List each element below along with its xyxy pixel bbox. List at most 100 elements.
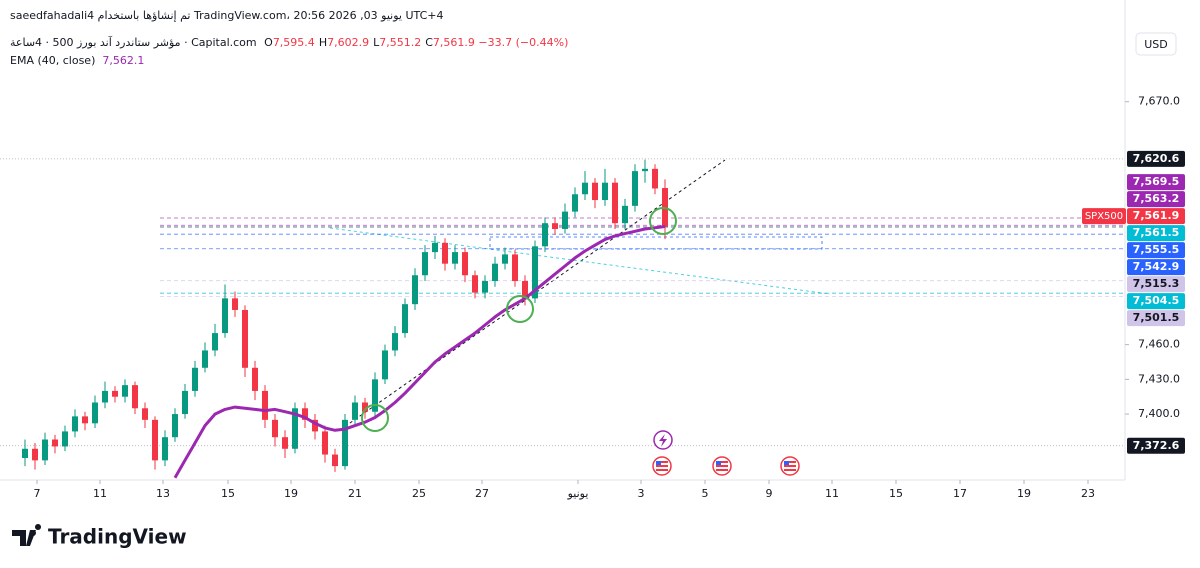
price-badge-label: 7,372.6 — [1133, 439, 1180, 452]
ohlc-key: C — [425, 36, 433, 49]
highlight-circle — [649, 207, 677, 235]
x-tick-label: 9 — [766, 487, 773, 500]
currency-button[interactable] — [1135, 32, 1177, 56]
symbol: مؤشر ستاندرد آند بورز 500 · 4ساعة · Capi… — [10, 36, 257, 49]
price-badge-label: 7,620.6 — [1133, 152, 1180, 165]
x-tick-label: 15 — [889, 487, 903, 500]
flag-icon — [652, 456, 672, 476]
ema-line — [173, 225, 666, 479]
candle-body — [32, 448, 38, 461]
marks — [0, 158, 1125, 479]
candle-body — [592, 182, 598, 201]
price-badge — [1127, 242, 1185, 259]
candle-body — [302, 408, 308, 420]
candle-body — [402, 304, 408, 334]
flag-icon — [780, 456, 800, 476]
candle-body — [392, 333, 398, 351]
candle-body — [562, 211, 568, 229]
candle-body — [272, 419, 278, 438]
x-tick-label: 7 — [34, 487, 41, 500]
candle-body — [432, 242, 438, 253]
x-tick-label: 5 — [702, 487, 709, 500]
ohlc: O7,595.4 H7,602.9 L7,551.2 C7,561.9 — [260, 36, 475, 49]
lightning — [659, 434, 667, 447]
candle-body — [142, 408, 148, 420]
price-badge — [1127, 276, 1185, 293]
candle-body — [312, 419, 318, 432]
candle-body — [622, 205, 628, 224]
watermark: saeedfahadali4 تم إنشاؤها باستخدام Tradi… — [10, 9, 444, 22]
candle-body — [332, 454, 338, 467]
x-tick-label: 15 — [221, 487, 235, 500]
candle-body — [602, 182, 608, 201]
x-tick-label: يونيو — [567, 487, 589, 500]
price-badge-label: 7,542.9 — [1133, 260, 1180, 273]
symbol-badge — [1082, 208, 1126, 225]
price-badge — [1127, 259, 1185, 276]
price-badge — [1127, 174, 1185, 191]
symbol-line: مؤشر ستاندرد آند بورز 500 · 4ساعة · Capi… — [10, 36, 568, 49]
candle-body — [372, 379, 378, 412]
logo-text: TradingView — [48, 525, 187, 549]
y-tick-label: 7,460.0 — [1138, 338, 1180, 351]
candle-body — [222, 298, 228, 334]
symbol-badge-label: SPX500 — [1085, 211, 1123, 222]
y-tick-label: 7,670.0 — [1138, 95, 1180, 108]
x-tick-label: 3 — [638, 487, 645, 500]
candle-body — [62, 431, 68, 447]
x-tick-label: 25 — [412, 487, 426, 500]
ohlc-value: 7,551.2 — [379, 36, 422, 49]
candle-body — [502, 254, 508, 264]
candle-body — [452, 252, 458, 264]
candle-body — [112, 390, 118, 397]
candle-body — [552, 223, 558, 229]
candle-body — [252, 367, 258, 391]
candle-body — [152, 419, 158, 461]
candle-body — [122, 385, 128, 397]
candle-body — [82, 416, 88, 424]
x-tick-label: 23 — [1081, 487, 1095, 500]
candle-body — [292, 408, 298, 449]
ohlc-key: H — [318, 36, 328, 49]
x-tick-label: 19 — [284, 487, 298, 500]
candle-body — [612, 182, 618, 224]
candle-body — [412, 275, 418, 305]
candle-body — [442, 242, 448, 264]
price-badge — [1127, 225, 1185, 242]
ema-legend: EMA (40, close) 7,562.1 — [10, 54, 144, 67]
candle-body — [232, 298, 238, 310]
candle-body — [342, 419, 348, 467]
y-tick-label: 7,430.0 — [1138, 372, 1180, 385]
candle-body — [382, 350, 388, 380]
candle-body — [322, 431, 328, 455]
price-badge — [1127, 150, 1185, 167]
candle-body — [422, 252, 428, 276]
highlight-circle — [361, 404, 389, 432]
x-tick-label: 27 — [475, 487, 489, 500]
trend-line — [329, 227, 831, 295]
candle-body — [582, 182, 588, 195]
x-tick-label: 11 — [825, 487, 839, 500]
candle-body — [242, 309, 248, 368]
price-badge — [1127, 191, 1185, 208]
candle-body — [102, 390, 108, 403]
candle-body — [482, 281, 488, 293]
candle-body — [492, 263, 498, 282]
x-tick-label: 11 — [93, 487, 107, 500]
event-icons — [652, 430, 800, 476]
candle-body — [162, 437, 168, 461]
price-badge — [1127, 208, 1185, 225]
candle-body — [42, 439, 48, 461]
candle-body — [352, 402, 358, 420]
price-badge-label: 7,501.5 — [1133, 311, 1180, 324]
currency[interactable]: USD — [1144, 38, 1168, 51]
x-tick-label: 13 — [156, 487, 170, 500]
ohlc-value: 7,602.9 — [327, 36, 370, 49]
candle-body — [192, 367, 198, 391]
ohlc-key: O — [264, 36, 273, 49]
ohlc-key: L — [373, 36, 380, 49]
price-badge — [1127, 310, 1185, 327]
candle-body — [92, 402, 98, 424]
